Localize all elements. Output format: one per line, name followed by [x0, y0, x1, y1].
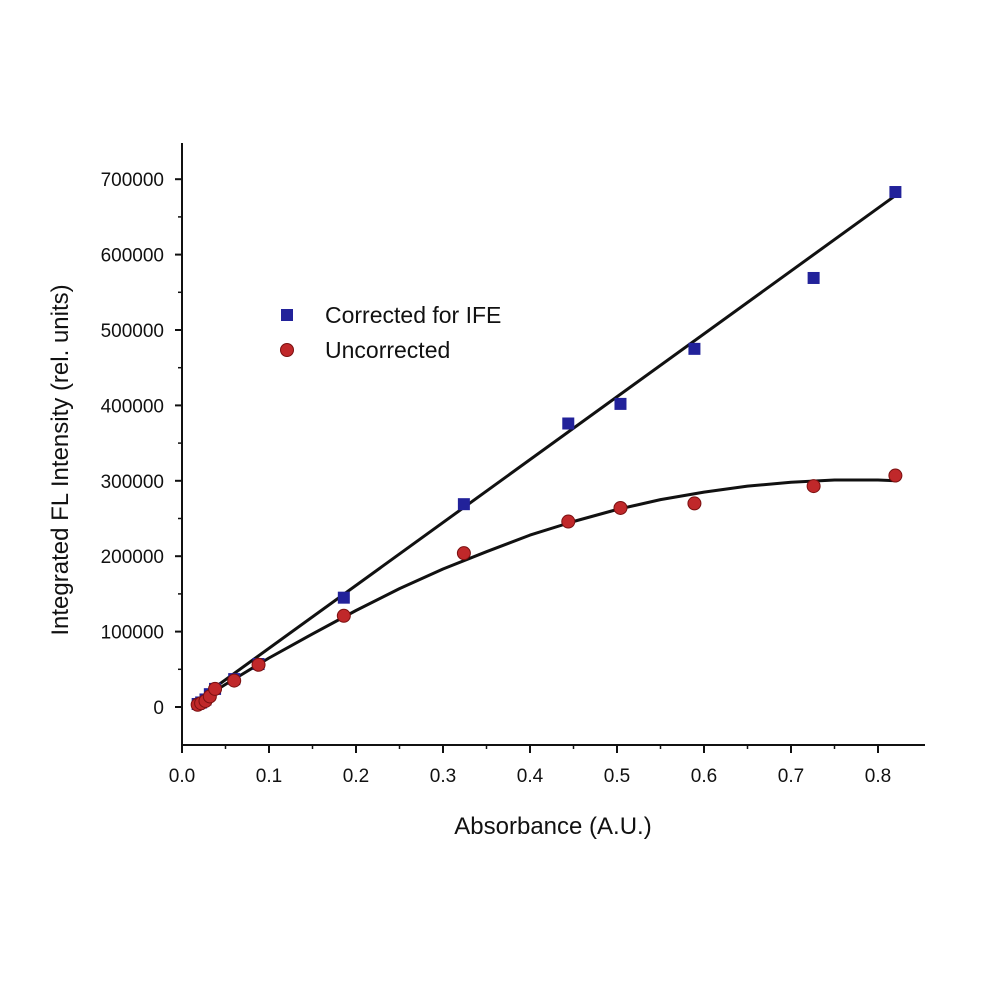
y-tick-label: 300000 — [101, 472, 164, 493]
x-axis-title: Absorbance (A.U.) — [454, 813, 651, 840]
fit-line — [196, 478, 898, 703]
x-tick-label: 0.1 — [256, 766, 282, 787]
uncorrected-point — [806, 479, 821, 494]
y-tick-label: 100000 — [101, 623, 164, 644]
uncorrected-point — [687, 496, 702, 511]
y-tick-label: 500000 — [101, 321, 164, 342]
x-tick-label: 0.6 — [691, 766, 717, 787]
x-tick-label: 0.2 — [343, 766, 369, 787]
uncorrected-point — [561, 514, 576, 529]
corrected-point — [889, 186, 902, 199]
legend-label: Corrected for IFE — [325, 302, 501, 328]
y-tick-label: 700000 — [101, 170, 164, 191]
data-marks — [190, 186, 903, 712]
uncorrected-point — [336, 608, 351, 623]
uncorrected-point — [208, 681, 223, 696]
x-tick-label: 0.8 — [865, 766, 891, 787]
corrected-point — [562, 417, 575, 430]
uncorrected-point — [251, 657, 266, 672]
corrected-point — [614, 397, 627, 410]
x-tick-label: 0.5 — [604, 766, 630, 787]
y-tick-label: 400000 — [101, 396, 164, 417]
corrected-point — [457, 498, 470, 511]
legend-label: Uncorrected — [325, 337, 450, 363]
x-tick-label: 0.3 — [430, 766, 456, 787]
corrected-point — [688, 342, 701, 355]
axes: 0 100000 200000 300000 400000 500000 600000 700… — [101, 143, 925, 787]
x-tick-label: 0.7 — [778, 766, 804, 787]
x-tick-label: 0.4 — [517, 766, 544, 787]
uncorrected-point — [456, 546, 471, 561]
uncorrected-point — [613, 500, 628, 515]
corrected-point — [337, 591, 350, 604]
fit-line — [196, 193, 898, 702]
x-tick-label: 0.0 — [169, 766, 195, 787]
legend: Corrected for IFE Uncorrected — [280, 302, 501, 363]
legend-marker — [280, 343, 294, 357]
legend-marker — [281, 309, 293, 321]
uncorrected-point — [227, 673, 242, 688]
y-tick-label: 600000 — [101, 246, 164, 267]
y-tick-label: 0 — [153, 698, 164, 719]
y-axis-title: Integrated FL Intensity (rel. units) — [47, 284, 74, 635]
uncorrected-point — [888, 468, 903, 483]
y-tick-label: 200000 — [101, 547, 164, 568]
corrected-point — [807, 271, 820, 284]
